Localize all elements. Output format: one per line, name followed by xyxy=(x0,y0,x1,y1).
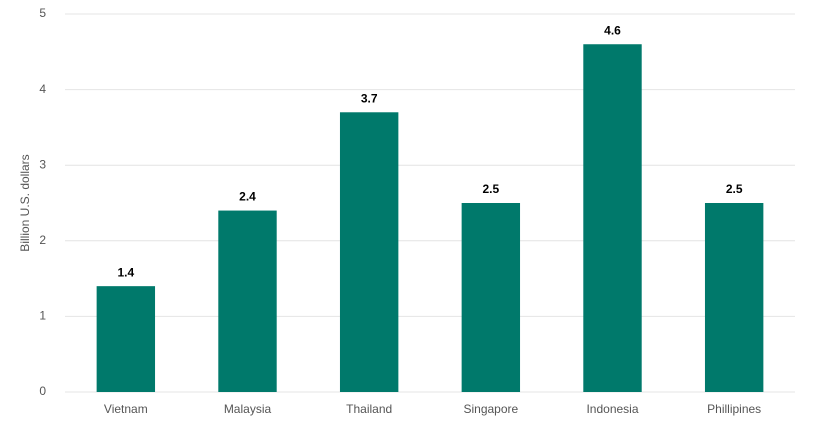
y-axis-label: Billion U.S. dollars xyxy=(18,154,32,251)
x-tick-label: Indonesia xyxy=(586,402,638,416)
data-label: 3.7 xyxy=(361,91,378,105)
x-tick-label: Thailand xyxy=(346,402,392,416)
data-label: 1.4 xyxy=(117,265,134,279)
x-tick-label: Malaysia xyxy=(224,402,272,416)
data-label: 2.5 xyxy=(482,182,499,196)
bar xyxy=(704,203,764,392)
y-tick-label: 2 xyxy=(39,233,46,247)
x-tick-label: Vietnam xyxy=(104,402,148,416)
y-tick-label: 3 xyxy=(39,157,46,171)
bar xyxy=(218,210,277,392)
y-tick-label: 5 xyxy=(39,6,46,20)
y-tick-label: 1 xyxy=(39,309,46,323)
y-tick-label: 0 xyxy=(39,384,46,398)
bar xyxy=(583,44,642,393)
data-label: 2.5 xyxy=(726,182,743,196)
data-label: 4.6 xyxy=(604,23,621,37)
x-tick-label: Singapore xyxy=(463,402,518,416)
bar xyxy=(461,203,521,392)
bar xyxy=(96,286,156,392)
y-tick-label: 4 xyxy=(39,82,46,96)
x-tick-label: Phillipines xyxy=(707,402,761,416)
data-label: 2.4 xyxy=(239,190,256,204)
bar xyxy=(339,112,399,392)
